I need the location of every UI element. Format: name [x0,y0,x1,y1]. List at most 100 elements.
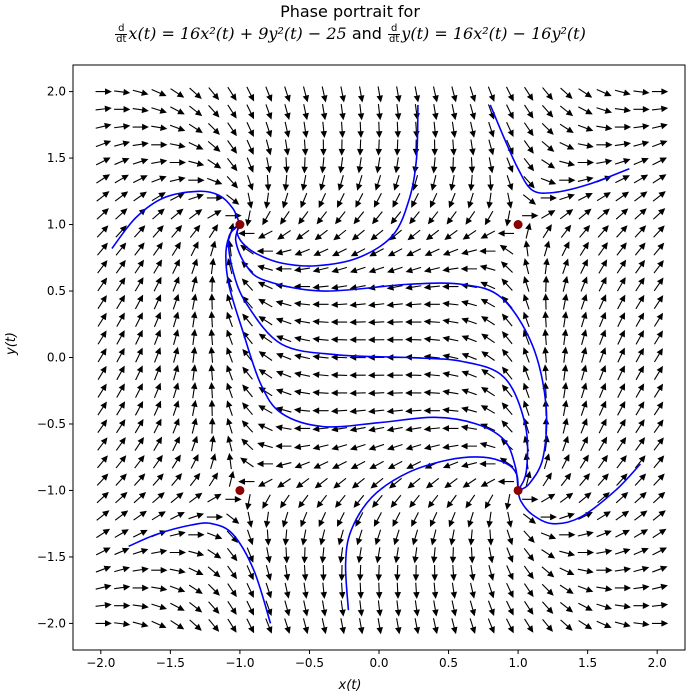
title-connector: and [351,24,382,43]
equilibrium-point [513,485,523,495]
vector-arrow [393,175,400,191]
vector-arrow [191,293,198,310]
vector-arrow [300,174,308,192]
vector-arrow [580,346,588,363]
vector-arrow [634,473,647,486]
vector-arrow [390,211,402,225]
vector-arrow [506,157,514,173]
vector-arrow [301,157,308,174]
vector-arrow [96,491,109,504]
vector-arrow [653,455,665,469]
x-tick-label: −2.0 [86,656,115,670]
vector-arrow [338,547,345,564]
vector-arrow [275,442,292,450]
vector-arrow [114,584,131,591]
vector-arrow [189,492,203,503]
vector-arrow [652,528,667,539]
vector-arrow [263,511,271,528]
vector-arrow [208,328,216,346]
vector-arrow [207,140,221,152]
vector-arrow [432,86,439,103]
vector-arrow [95,105,112,113]
vector-arrow [151,124,168,131]
vector-arrow [320,600,328,617]
vector-arrow [226,400,233,416]
vector-arrow [277,230,291,240]
vector-arrow [499,457,514,468]
vector-arrow [617,365,625,381]
vector-arrow [351,229,365,241]
vector-arrow [169,567,186,575]
vector-arrow [312,283,329,291]
vector-arrow [577,567,594,575]
vector-arrow [446,494,457,509]
x-tick-label: 0.5 [439,656,458,670]
vector-arrow [116,277,126,292]
vector-arrow [405,425,422,433]
vector-arrow [132,140,149,148]
vector-arrow [487,104,495,120]
vector-arrow [258,478,273,487]
vector-arrow [651,105,669,113]
vector-arrow [132,106,149,114]
vector-arrow [387,460,403,469]
vector-arrow [394,564,401,582]
vector-arrow [262,210,271,226]
vector-arrow [560,619,573,631]
vector-arrow [577,176,594,183]
vector-arrow [393,547,401,564]
vector-arrow [429,512,438,528]
vector-arrow [423,425,440,433]
vector-arrow [97,312,107,327]
vector-arrow [596,530,612,538]
vector-arrow [506,175,514,191]
vector-arrow [442,443,459,451]
vector-arrow [614,89,631,96]
vector-arrow [479,460,496,468]
vector-arrow [501,366,513,380]
vector-arrow [153,294,162,310]
vector-arrow [598,259,608,274]
vector-arrow [500,261,513,273]
vector-arrow [246,529,254,546]
vector-arrow [134,400,144,416]
vector-arrow [506,547,514,563]
vector-arrow [188,531,205,539]
vector-arrow [357,600,365,617]
vector-arrow [114,529,129,538]
vector-arrow [293,406,311,414]
vector-arrow [542,224,552,239]
vector-arrow [635,330,645,345]
vector-arrow [598,294,607,310]
vector-arrow [314,477,328,489]
vector-arrow [152,242,163,256]
vector-arrow [356,175,363,191]
vector-arrow [577,142,594,149]
vector-arrow [357,564,364,582]
vector-arrow [374,529,382,546]
vector-arrow [522,364,530,381]
vector-arrow [369,248,384,257]
vector-arrow [562,417,569,434]
vector-arrow [468,174,475,192]
vector-arrow [506,104,514,120]
vector-arrow [615,529,630,538]
vector-arrow [207,122,220,135]
vector-arrow [191,275,198,292]
vector-arrow [97,365,107,380]
vector-arrow [488,582,495,599]
trajectory-curve [128,522,272,624]
vector-arrow [335,494,346,508]
vector-arrow [442,248,459,256]
vector-arrow [616,242,627,256]
vector-arrow [542,619,553,632]
vector-arrow [208,472,219,487]
vector-arrow [652,140,668,148]
vector-arrow [560,87,573,99]
vector-arrow [596,141,613,149]
vector-arrow [206,177,223,185]
vector-arrow [406,248,422,257]
vector-arrow [246,547,254,563]
y-tick-label: 0.5 [47,284,66,298]
vector-arrow [227,618,237,633]
